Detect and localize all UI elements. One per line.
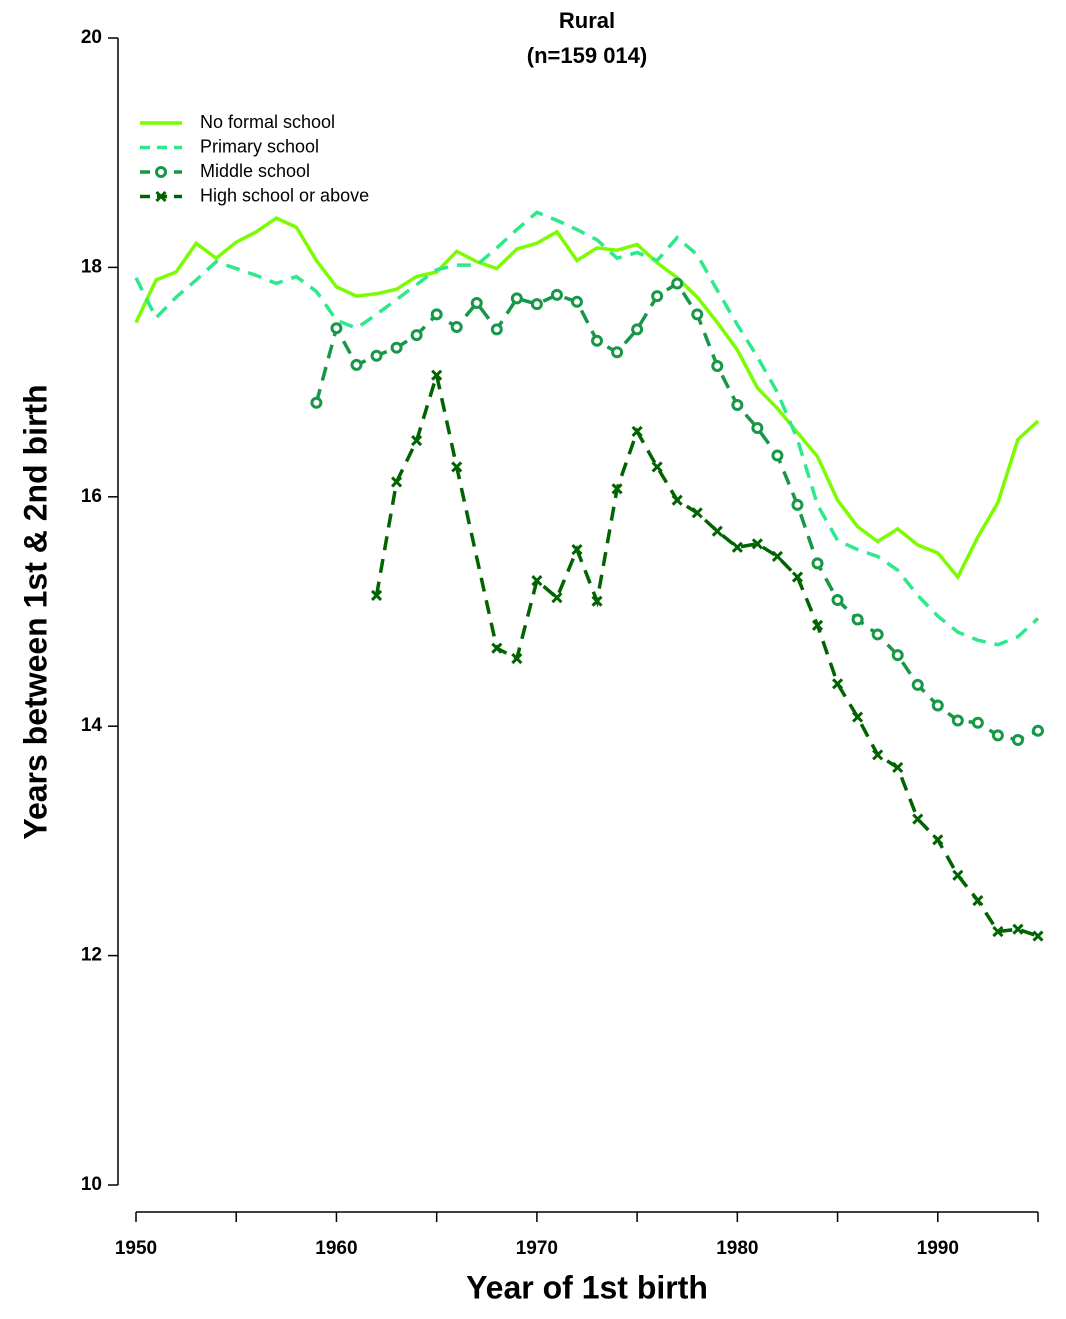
x-tick-label: 1990 bbox=[917, 1238, 959, 1259]
point-marker bbox=[911, 678, 924, 691]
point-marker bbox=[771, 449, 784, 462]
y-tick-label: 10 bbox=[81, 1174, 102, 1195]
y-tick-label: 12 bbox=[81, 945, 102, 966]
y-axis-title: Years between 1st & 2nd birth bbox=[17, 384, 53, 839]
point-marker bbox=[450, 321, 463, 334]
point-marker bbox=[530, 298, 543, 311]
legend-label: No formal school bbox=[200, 112, 335, 132]
series-line bbox=[134, 216, 1040, 581]
point-marker bbox=[731, 399, 744, 412]
point-marker bbox=[731, 541, 743, 553]
series-line bbox=[314, 281, 1039, 742]
point-marker bbox=[791, 571, 804, 583]
point-marker bbox=[932, 834, 944, 846]
point-marker bbox=[671, 494, 683, 506]
x-tick-label: 1950 bbox=[115, 1238, 157, 1259]
y-tick-label: 14 bbox=[81, 715, 103, 736]
point-marker bbox=[912, 813, 924, 825]
point-marker bbox=[651, 290, 664, 303]
point-marker bbox=[491, 642, 503, 654]
point-marker bbox=[831, 678, 844, 690]
legend-label: High school or above bbox=[200, 185, 369, 205]
series-line bbox=[134, 210, 1040, 647]
point-marker bbox=[811, 557, 824, 570]
y-tick-label: 16 bbox=[81, 486, 102, 507]
point-marker bbox=[1011, 733, 1024, 746]
point-marker bbox=[771, 550, 783, 563]
point-marker bbox=[851, 613, 864, 626]
point-marker bbox=[651, 461, 663, 473]
point-marker bbox=[155, 166, 167, 178]
chart-title: Rural bbox=[559, 8, 615, 33]
point-marker bbox=[831, 594, 844, 607]
legend-label: Middle school bbox=[200, 161, 310, 181]
point-marker bbox=[510, 292, 523, 305]
point-marker bbox=[370, 589, 383, 602]
point-marker bbox=[1032, 930, 1044, 942]
point-marker bbox=[791, 498, 804, 511]
point-marker bbox=[611, 483, 623, 495]
point-marker bbox=[631, 425, 643, 437]
point-marker bbox=[430, 308, 443, 321]
point-marker bbox=[511, 652, 523, 665]
point-marker bbox=[490, 323, 503, 336]
point-marker bbox=[1012, 923, 1024, 935]
point-marker bbox=[992, 925, 1004, 938]
x-tick-label: 1980 bbox=[716, 1238, 758, 1259]
point-marker bbox=[570, 295, 583, 308]
point-marker bbox=[591, 595, 603, 607]
point-marker bbox=[751, 421, 764, 434]
legend-label: Primary school bbox=[200, 136, 319, 156]
point-marker bbox=[390, 341, 403, 354]
y-tick-label: 20 bbox=[81, 27, 102, 48]
point-marker bbox=[550, 288, 563, 301]
x-tick-label: 1970 bbox=[516, 1238, 558, 1259]
point-marker bbox=[370, 349, 383, 362]
point-marker bbox=[591, 334, 604, 347]
point-marker bbox=[892, 761, 904, 774]
point-marker bbox=[972, 894, 984, 907]
point-marker bbox=[971, 716, 984, 729]
point-marker bbox=[931, 699, 944, 712]
point-marker bbox=[310, 396, 323, 409]
point-marker bbox=[451, 461, 463, 473]
point-marker bbox=[350, 358, 363, 371]
point-marker bbox=[872, 749, 884, 761]
point-marker bbox=[671, 277, 684, 290]
point-marker bbox=[155, 190, 167, 203]
y-tick-label: 18 bbox=[81, 256, 102, 277]
point-marker bbox=[611, 346, 624, 359]
point-marker bbox=[330, 322, 343, 335]
point-marker bbox=[410, 329, 423, 342]
point-marker bbox=[391, 476, 403, 488]
point-marker bbox=[1032, 724, 1044, 737]
point-marker bbox=[711, 360, 724, 373]
series-line bbox=[374, 368, 1039, 938]
point-marker bbox=[871, 628, 884, 641]
point-marker bbox=[891, 649, 904, 662]
point-marker bbox=[852, 711, 864, 723]
x-axis-title: Year of 1st birth bbox=[466, 1269, 708, 1305]
point-marker bbox=[711, 525, 723, 537]
point-marker bbox=[691, 507, 703, 519]
point-marker bbox=[991, 729, 1004, 742]
point-marker bbox=[691, 308, 704, 321]
point-marker bbox=[631, 323, 644, 336]
point-marker bbox=[751, 538, 763, 550]
x-tick-label: 1960 bbox=[315, 1238, 357, 1259]
point-marker bbox=[431, 369, 443, 381]
point-marker bbox=[470, 296, 483, 309]
point-marker bbox=[551, 592, 563, 604]
point-marker bbox=[571, 544, 583, 556]
point-marker bbox=[952, 869, 964, 881]
point-marker bbox=[411, 435, 423, 447]
point-marker bbox=[531, 574, 543, 587]
chart-subtitle: (n=159 014) bbox=[527, 43, 647, 68]
point-marker bbox=[811, 619, 824, 631]
point-marker bbox=[951, 714, 964, 727]
